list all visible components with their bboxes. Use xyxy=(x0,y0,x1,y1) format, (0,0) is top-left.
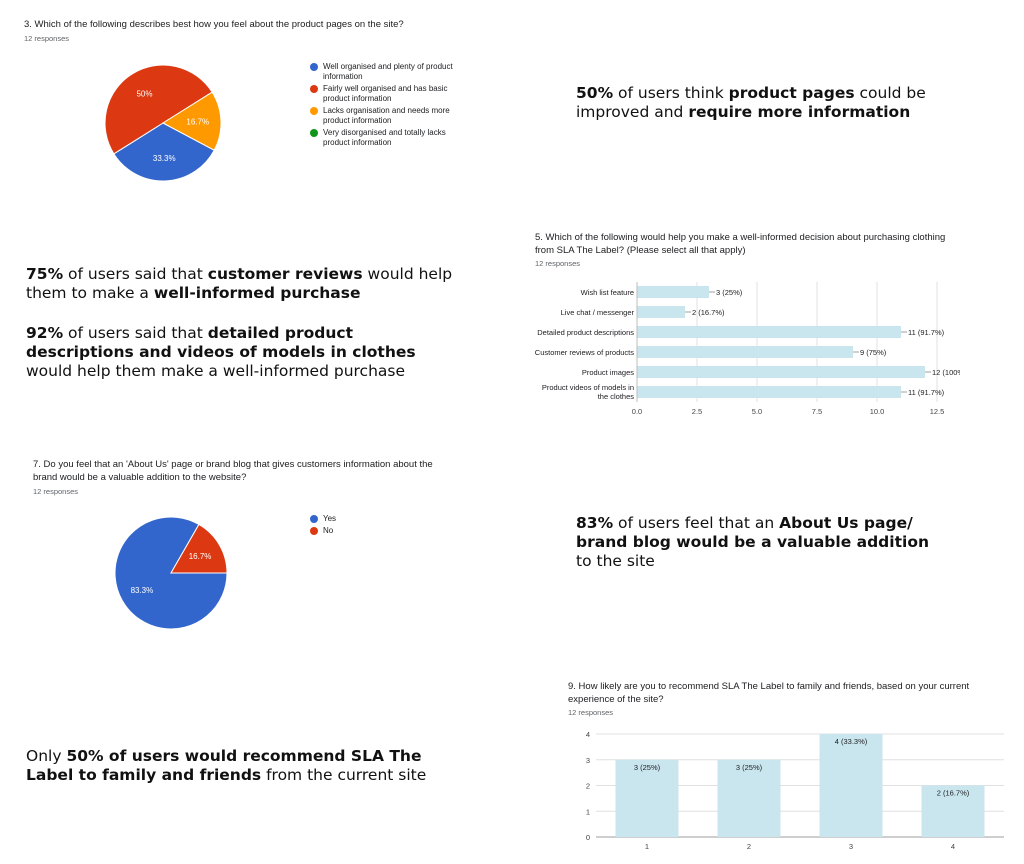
q5-responses: 12 responses xyxy=(535,259,581,268)
data-label: 3 (25%) xyxy=(716,288,743,297)
bar xyxy=(637,286,709,298)
legend-swatch xyxy=(310,85,318,93)
pie-slice-1 xyxy=(113,122,215,182)
legend-label: Fairly well organised and has basic prod… xyxy=(323,84,448,103)
data-label: 11 (91.7%) xyxy=(908,388,945,397)
x-tick-label: 10.0 xyxy=(870,407,885,416)
insight-about-us: 83% of users feel that an About Us page/… xyxy=(576,514,929,570)
category-label: Product videos of models in xyxy=(542,383,634,392)
y-tick-label: 0 xyxy=(586,833,590,842)
y-tick-label: 1 xyxy=(586,807,590,816)
insight-product-pages: 50% of users think product pages could b… xyxy=(576,84,926,121)
pie-slice-label: 83.3% xyxy=(131,586,154,595)
x-tick-label: 5.0 xyxy=(752,407,762,416)
data-label: 12 (100%) xyxy=(932,368,960,377)
bar xyxy=(717,759,781,837)
q9-title: 9. How likely are you to recommend SLA T… xyxy=(568,681,970,705)
x-tick-label: 2.5 xyxy=(692,407,702,416)
legend-item: Yes xyxy=(310,514,410,524)
pie-slice-label: 50% xyxy=(136,90,152,99)
legend-item: No xyxy=(310,526,410,536)
q3-responses: 12 responses xyxy=(24,34,70,43)
data-label: 11 (91.7%) xyxy=(908,328,945,337)
legend-swatch xyxy=(310,129,318,137)
bar xyxy=(819,734,883,837)
q3-legend: Well organised and plenty of product inf… xyxy=(310,62,470,150)
insight-customer-reviews: 75% of users said that customer reviews … xyxy=(26,265,453,302)
pie-slice-label: 33.3% xyxy=(153,154,176,163)
q9-responses: 12 responses xyxy=(568,708,614,717)
legend-swatch xyxy=(310,527,318,535)
legend-swatch xyxy=(310,515,318,523)
q7-responses: 12 responses xyxy=(33,487,79,496)
legend-label: Well organised and plenty of product inf… xyxy=(323,62,453,81)
bar xyxy=(637,366,925,378)
insight-1-stat: 50% xyxy=(576,84,614,102)
y-tick-label: 3 xyxy=(586,756,590,765)
legend-label: No xyxy=(323,526,334,535)
bar xyxy=(615,759,679,837)
legend-label: Very disorganised and totally lacks prod… xyxy=(323,128,446,147)
x-tick-label: 2 xyxy=(747,842,751,851)
data-label: 3 (25%) xyxy=(736,763,763,772)
q7-legend: Yes No xyxy=(310,514,410,538)
legend-item: Lacks organisation and needs more produc… xyxy=(310,106,470,126)
pie-slice-label: 16.7% xyxy=(186,118,209,127)
q5-title: 5. Which of the following would help you… xyxy=(535,232,946,256)
data-label: 9 (75%) xyxy=(860,348,887,357)
legend-swatch xyxy=(310,63,318,71)
data-label: 3 (25%) xyxy=(634,763,661,772)
q7-pie-chart: 83.3% 16.7% xyxy=(114,516,228,630)
pie-slice-label: 16.7% xyxy=(189,552,212,561)
pie-slice-2 xyxy=(104,64,213,155)
legend-swatch xyxy=(310,107,318,115)
pie-slice-2 xyxy=(170,523,228,574)
q9-bar-chart: 0 1 2 3 4 3 (25%) 1 3 (25%) 2 4 (33.3%) 3 2 (16.7%)… xyxy=(586,730,1004,851)
bar xyxy=(637,326,901,338)
q3-pie-chart: 33.3% 50% 16.7% xyxy=(104,64,222,182)
q5-bar-chart: 0.0 2.5 5.0 7.5 10.0 12.5 Wish list feature 3 (… xyxy=(535,282,960,416)
legend-item: Very disorganised and totally lacks prod… xyxy=(310,128,470,148)
data-label: 4 (33.3%) xyxy=(835,737,868,746)
y-tick-label: 4 xyxy=(586,730,590,739)
x-tick-label: 4 xyxy=(951,842,955,851)
q3-title: 3. Which of the following describes best… xyxy=(24,19,404,30)
bar xyxy=(637,386,901,398)
legend-item: Fairly well organised and has basic prod… xyxy=(310,84,470,104)
x-tick-label: 12.5 xyxy=(930,407,945,416)
insight-recommend: Only 50% of users would recommend SLA Th… xyxy=(26,747,427,784)
legend-label: Yes xyxy=(323,514,337,523)
q7-title: 7. Do you feel that an 'About Us' page o… xyxy=(33,459,433,483)
category-label: Live chat / messenger xyxy=(561,308,635,317)
category-label: Wish list feature xyxy=(581,288,634,297)
category-label: Product images xyxy=(582,368,634,377)
category-label: the clothes xyxy=(598,392,635,401)
bar xyxy=(637,306,685,318)
category-label: Customer reviews of products xyxy=(535,348,634,357)
category-label: Detailed product descriptions xyxy=(537,328,634,337)
data-label: 2 (16.7%) xyxy=(692,308,725,317)
pie-slice-3 xyxy=(162,91,222,151)
x-tick-label: 1 xyxy=(645,842,649,851)
legend-item: Well organised and plenty of product inf… xyxy=(310,62,470,82)
legend-label: Lacks organisation and needs more produc… xyxy=(323,106,450,125)
bar xyxy=(637,346,853,358)
x-tick-label: 7.5 xyxy=(812,407,822,416)
bar xyxy=(921,785,985,837)
y-tick-label: 2 xyxy=(586,782,590,791)
insight-product-descriptions: 92% of users said that detailed product … xyxy=(26,324,416,380)
x-tick-label: 3 xyxy=(849,842,853,851)
x-tick-label: 0.0 xyxy=(632,407,642,416)
data-label: 2 (16.7%) xyxy=(937,789,970,798)
